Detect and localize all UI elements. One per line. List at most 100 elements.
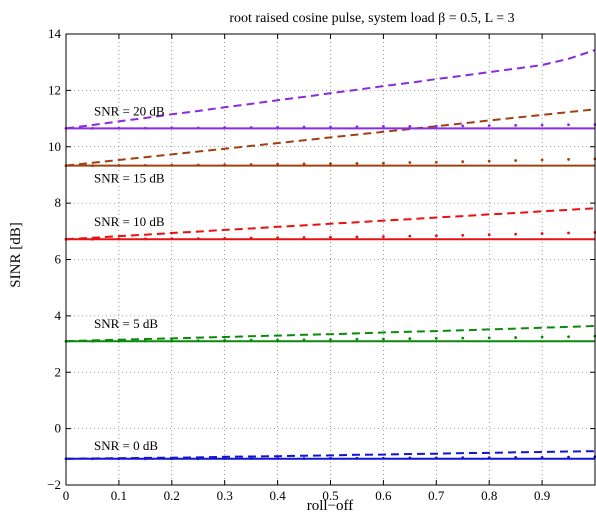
series-label-snr10: SNR = 10 dB — [94, 214, 165, 229]
series-dashed-snr15 — [65, 108, 596, 167]
series-dotted-point-snr15 — [196, 163, 200, 167]
x-tick-label: 0.7 — [428, 488, 445, 503]
series-dotted-point-snr0 — [249, 457, 253, 460]
series-dotted-point-snr0 — [223, 457, 227, 460]
series-dotted-point-snr5 — [355, 337, 359, 341]
series-dotted-point-snr0 — [117, 457, 121, 461]
series-dotted-point-snr20 — [223, 126, 227, 129]
series-dotted-point-snr15 — [567, 158, 570, 161]
series-dotted-point-snr10 — [117, 237, 121, 241]
y-tick-label: 6 — [55, 252, 62, 267]
series-dotted-point-snr0 — [434, 456, 438, 460]
series-dotted-point-snr15 — [461, 160, 465, 164]
series-dotted-point-snr15 — [329, 162, 332, 166]
series-dotted-point-snr5 — [540, 335, 544, 339]
series-dotted-point-snr15 — [170, 163, 174, 167]
series-dotted-point-snr15 — [117, 163, 121, 167]
series-dotted-point-snr10 — [249, 236, 253, 240]
series-label-snr0: SNR = 0 dB — [94, 438, 158, 453]
series-dotted-point-snr20 — [302, 125, 306, 129]
series-dotted-point-snr20 — [329, 125, 332, 129]
series-dashed-snr10 — [65, 207, 596, 241]
series-dotted-point-snr10 — [223, 236, 227, 240]
series-label-snr15: SNR = 15 dB — [94, 171, 165, 186]
series-dotted-point-snr5 — [117, 339, 121, 343]
series-dotted-point-snr5 — [143, 339, 147, 343]
series — [64, 49, 596, 461]
series-dotted-point-snr0 — [540, 455, 544, 459]
series-dotted-point-snr10 — [170, 237, 174, 241]
series-dotted-point-snr5 — [249, 338, 253, 342]
series-dotted-point-snr0 — [329, 456, 332, 460]
y-tick-label: 14 — [48, 26, 62, 41]
series-dotted-point-snr10 — [276, 236, 279, 240]
series-dotted-point-snr15 — [223, 163, 227, 167]
series-dotted-point-snr0 — [461, 456, 465, 460]
series-dotted-point-snr5 — [408, 337, 412, 341]
series-dotted-point-snr0 — [91, 457, 94, 461]
series-dotted-point-snr15 — [302, 162, 306, 166]
series-dotted-point-snr15 — [382, 161, 385, 165]
axis-ticks: 0 0.1 0.2 0.3 0.4 0.5 0.6 0.7 0.8 0.9−20246810121… — [47, 26, 595, 503]
series-dotted-point-snr15 — [143, 163, 147, 167]
series-dotted-point-snr20 — [567, 123, 570, 127]
x-tick-label: 0.4 — [269, 488, 286, 503]
series-dotted-point-snr5 — [276, 338, 279, 342]
series-dotted-point-snr5 — [170, 339, 174, 343]
series-dotted-point-snr0 — [514, 455, 518, 459]
series-dotted-point-snr15 — [540, 158, 544, 162]
chart-title: root raised cosine pulse, system load β … — [229, 11, 514, 26]
series-dotted-point-snr0 — [143, 457, 147, 461]
series-dotted-point-snr15 — [487, 159, 491, 163]
series-dotted-point-snr15 — [276, 162, 279, 166]
x-tick-label: 0.2 — [164, 488, 180, 503]
series-dotted-point-snr0 — [567, 455, 570, 459]
series-dotted-point-snr10 — [408, 234, 412, 238]
y-tick-label: 12 — [48, 82, 61, 97]
series-dotted-point-snr10 — [196, 237, 200, 241]
y-axis-label: SINR [dB] — [8, 222, 24, 287]
series-dotted-point-snr15 — [408, 161, 412, 164]
y-tick-label: 2 — [55, 364, 62, 379]
series-dotted-point-snr20 — [434, 124, 438, 128]
x-tick-label: 0.3 — [217, 488, 233, 503]
series-dotted-point-snr5 — [487, 336, 491, 340]
series-dotted-point-snr10 — [302, 236, 306, 239]
series-dotted-point-snr10 — [487, 233, 491, 237]
series-dotted-point-snr5 — [461, 336, 465, 340]
series-dotted-point-snr0 — [276, 457, 279, 460]
series-dotted-point-snr0 — [355, 456, 359, 460]
series-dotted-point-snr20 — [249, 126, 253, 129]
y-tick-label: 4 — [55, 308, 62, 323]
series-dotted-point-snr20 — [196, 126, 200, 130]
series-dotted-point-snr15 — [434, 160, 438, 164]
x-tick-label: 0.8 — [481, 488, 497, 503]
plot-frame — [65, 33, 596, 486]
series-dotted-point-snr10 — [143, 237, 147, 241]
series-dotted-point-snr5 — [514, 336, 518, 339]
y-tick-label: −2 — [47, 477, 61, 492]
series-dotted-point-snr5 — [196, 339, 200, 343]
series-dotted-point-snr0 — [196, 457, 200, 461]
series-dotted-point-snr10 — [355, 235, 359, 239]
x-tick-label: 0.1 — [111, 488, 127, 503]
series-dotted-point-snr10 — [434, 234, 438, 238]
series-dotted-point-snr10 — [567, 231, 570, 235]
x-tick-label: 0 — [63, 488, 70, 503]
y-tick-label: 10 — [48, 139, 61, 154]
series-dotted-point-snr20 — [170, 126, 174, 130]
series-dotted-point-snr20 — [540, 123, 544, 127]
series-dotted-point-snr10 — [382, 235, 385, 239]
x-tick-label: 0.9 — [534, 488, 550, 503]
series-label-snr20: SNR = 20 dB — [94, 103, 165, 118]
series-dotted-point-snr20 — [487, 124, 491, 128]
series-dotted-point-snr5 — [329, 338, 332, 341]
series-labels: SNR = 0 dB SNR = 5 dB SNR = 10 dB SNR = 15 … — [94, 103, 165, 452]
x-tick-label: 0.6 — [375, 488, 392, 503]
x-axis-label: roll−off — [307, 498, 354, 514]
series-dotted-point-snr5 — [223, 338, 227, 342]
series-dotted-point-snr10 — [461, 233, 465, 237]
series-dotted-point-snr10 — [91, 237, 94, 241]
series-dotted-point-snr5 — [434, 337, 438, 340]
